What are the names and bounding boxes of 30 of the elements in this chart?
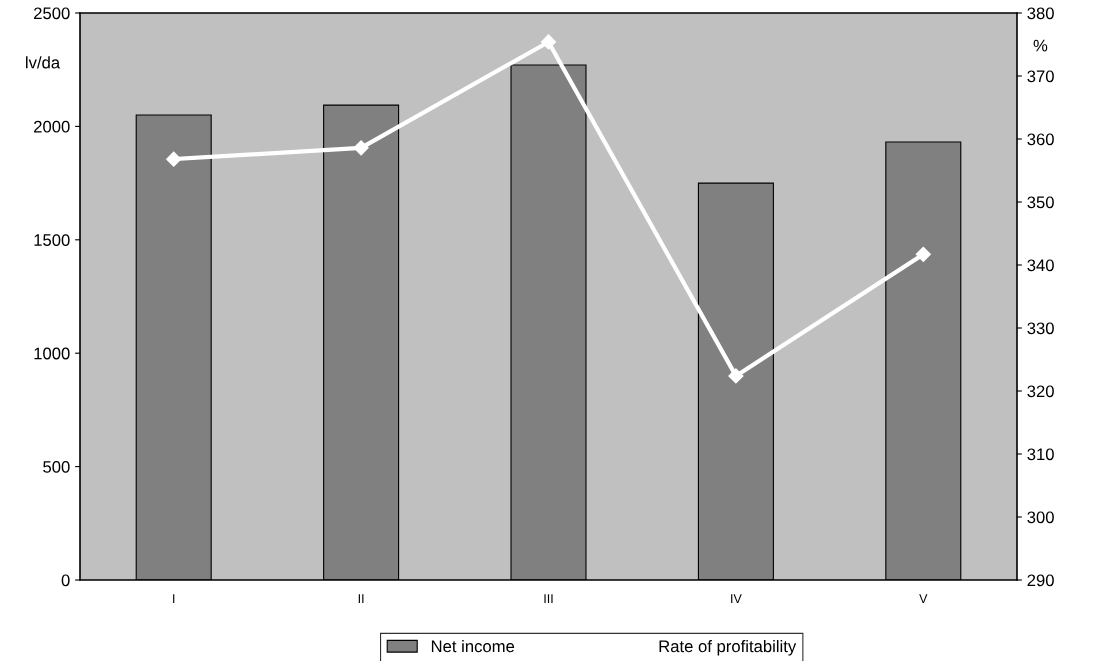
- y-axis-title: lv/da: [26, 56, 61, 69]
- y-tick-label: 2000: [34, 120, 70, 133]
- y-tick-label: 1500: [34, 234, 70, 246]
- point: [166, 151, 182, 167]
- y2-tick-label: 370: [1027, 70, 1054, 83]
- point: [540, 34, 557, 50]
- y-tick-label: 0: [61, 574, 70, 587]
- legend-label: Net income: [431, 640, 515, 653]
- y2-tick-label: 300: [1027, 511, 1054, 524]
- y2-tick-label: 330: [1027, 322, 1054, 335]
- x-tick-label: IV: [731, 594, 742, 603]
- x-tick-label: I: [173, 594, 175, 603]
- x-tick-label: III: [544, 594, 553, 603]
- y2-tick-label: 380: [1027, 7, 1054, 20]
- point: [915, 246, 931, 262]
- x-tick-label: II: [358, 594, 364, 603]
- y-tick-label: 2500: [34, 7, 70, 20]
- y-tick-label: 500: [43, 461, 70, 473]
- y2-axis-title: %: [1033, 39, 1048, 52]
- x-tick-label: V: [919, 594, 928, 603]
- y2-tick-label: 320: [1027, 385, 1054, 398]
- y2-tick-label: 290: [1027, 574, 1054, 587]
- point: [353, 140, 369, 156]
- point: [728, 368, 744, 384]
- text: Rate of profitability: [659, 640, 797, 656]
- y2-tick-label: 310: [1027, 448, 1054, 461]
- y2-tick-label: 360: [1027, 133, 1054, 146]
- y-tick-label: 1000: [34, 347, 70, 360]
- y2-tick-label: 340: [1027, 259, 1054, 272]
- y2-tick-label: 350: [1027, 196, 1054, 209]
